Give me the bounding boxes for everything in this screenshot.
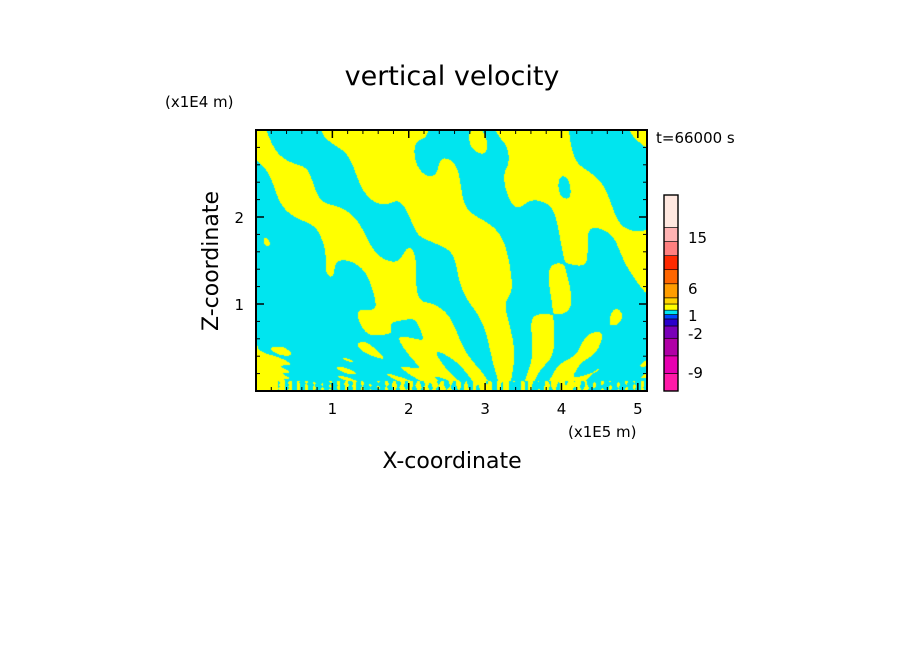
y-axis: 12 <box>234 146 647 375</box>
x-tick-label: 2 <box>404 400 414 418</box>
plot-frame <box>255 129 648 392</box>
velocity-field-image <box>256 130 647 391</box>
colorbar-bin <box>663 314 679 320</box>
x-tick-label: 3 <box>480 400 490 418</box>
colorbar-label: -9 <box>688 364 703 382</box>
colorbar-label: -2 <box>688 325 703 343</box>
colorbar-bin <box>663 283 679 299</box>
time-label: t=66000 s <box>656 129 735 147</box>
x-tick-label: 5 <box>633 400 643 418</box>
velocity-field <box>256 130 647 391</box>
y-tick-label: 1 <box>234 296 244 314</box>
colorbar-frame <box>663 194 679 392</box>
colorbar-bin <box>663 255 679 271</box>
y-unit-label: (x1E4 m) <box>165 93 234 111</box>
x-unit-label: (x1E5 m) <box>568 423 637 441</box>
colorbar-bin <box>663 325 679 339</box>
x-axis-title: X-coordinate <box>382 449 521 474</box>
colorbar-bin <box>663 337 679 357</box>
colorbar-bin <box>663 227 679 242</box>
colorbar-bin <box>663 269 679 285</box>
x-tick-label: 1 <box>328 400 338 418</box>
colorbar-bin <box>663 373 679 392</box>
colorbar-bin <box>663 318 679 327</box>
colorbar-bin <box>663 303 679 311</box>
colorbar-bin <box>663 194 679 228</box>
colorbar-bin <box>663 241 679 256</box>
colorbar-bin <box>663 309 679 315</box>
colorbar-label: 6 <box>688 280 698 298</box>
colorbar-bin <box>663 355 679 374</box>
y-tick-label: 2 <box>234 209 244 227</box>
x-tick-label: 4 <box>557 400 567 418</box>
chart-title: vertical velocity <box>345 61 560 92</box>
colorbar: 15 6 1-2 -9 <box>663 194 707 392</box>
colorbar-label: 1 <box>688 307 698 325</box>
colorbar-bin <box>663 297 679 305</box>
y-axis-title: Z-coordinate <box>199 191 224 331</box>
x-axis: 1 2 3 4 5 <box>270 130 643 418</box>
colorbar-label: 15 <box>688 229 707 247</box>
